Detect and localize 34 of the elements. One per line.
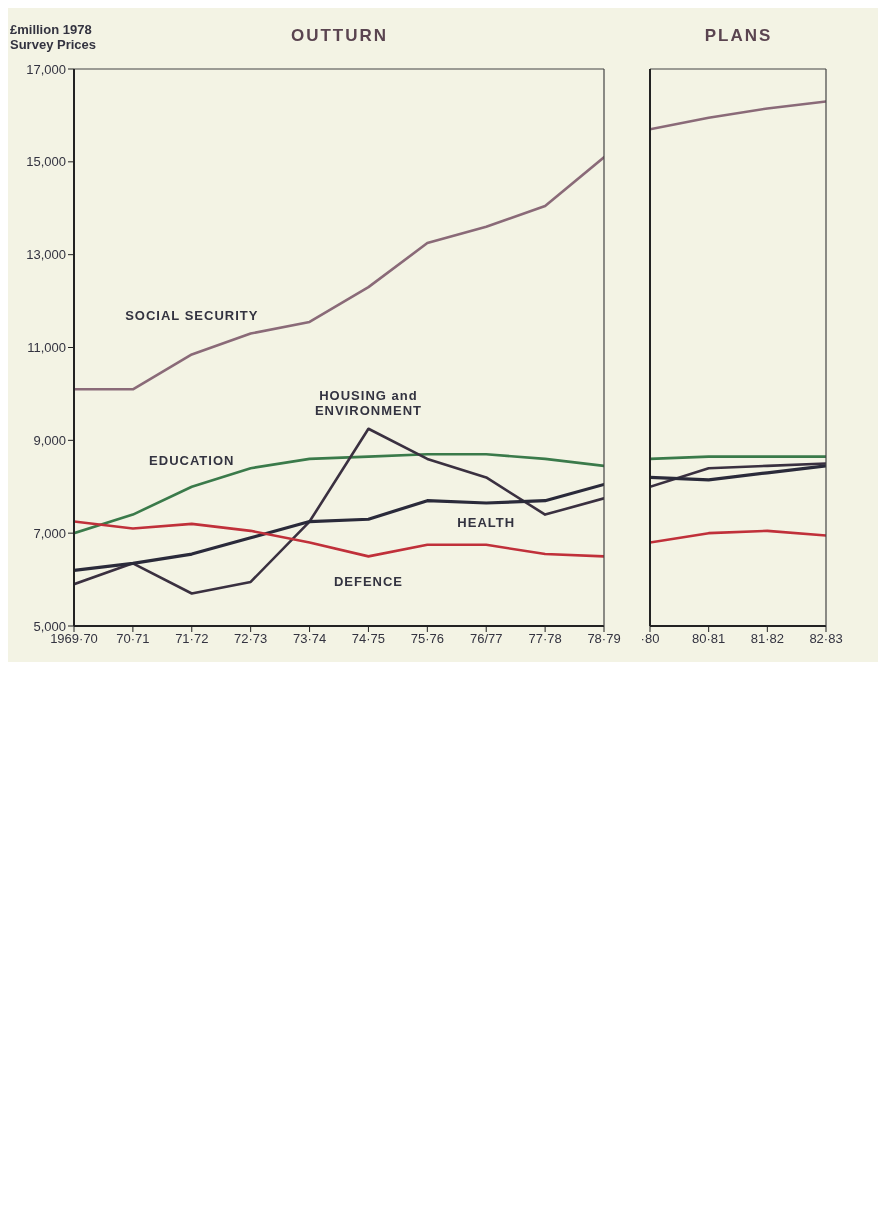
x-tick-label: 71·72 bbox=[175, 631, 209, 647]
y-tick-label: 13,000 bbox=[26, 247, 66, 263]
x-tick-label: 80·81 bbox=[692, 631, 726, 647]
x-tick-label: 72·73 bbox=[234, 631, 268, 647]
chart-title: OUTTURN bbox=[290, 26, 389, 45]
text: HOUSING and ENVIRONMENT bbox=[314, 387, 422, 418]
series-label: EDUCATION bbox=[149, 452, 235, 468]
y-tick-label: 17,000 bbox=[26, 61, 66, 77]
x-tick-label: 70·71 bbox=[116, 631, 150, 647]
line-series bbox=[74, 520, 604, 558]
x-tick-label: 78·79 bbox=[587, 631, 621, 647]
x-tick-label: 1969·70 bbox=[50, 631, 98, 647]
series-label: SOCIAL SECURITY bbox=[125, 308, 259, 324]
x-tick-label: ·80 bbox=[640, 631, 660, 647]
y-tick-label: 9,000 bbox=[33, 432, 66, 448]
x-tick-label: 73·74 bbox=[292, 631, 327, 647]
line-series bbox=[74, 482, 604, 572]
series-label: HEALTH bbox=[457, 515, 516, 530]
y-tick-label: 15,000 bbox=[26, 154, 66, 170]
line-series bbox=[74, 452, 604, 535]
x-tick-label: 75·76 bbox=[410, 631, 444, 647]
y-axis-title: £million 1978 Survey Prices bbox=[10, 22, 97, 52]
y-tick-label: 5,000 bbox=[33, 618, 66, 634]
x-tick-label: 82·83 bbox=[809, 631, 843, 647]
line-series bbox=[74, 155, 604, 391]
x-tick-label: 81·82 bbox=[750, 631, 784, 647]
x-tick-label: 77·78 bbox=[528, 631, 562, 647]
y-tick-label: 11,000 bbox=[27, 340, 66, 356]
y-tick-label: 7,000 bbox=[33, 525, 66, 541]
chart-title: PLANS bbox=[703, 26, 774, 46]
series-label: DEFENCE bbox=[333, 574, 404, 590]
x-tick-label: 74·75 bbox=[351, 631, 386, 647]
x-tick-label: 76/77 bbox=[469, 631, 503, 647]
line-series bbox=[74, 427, 604, 595]
